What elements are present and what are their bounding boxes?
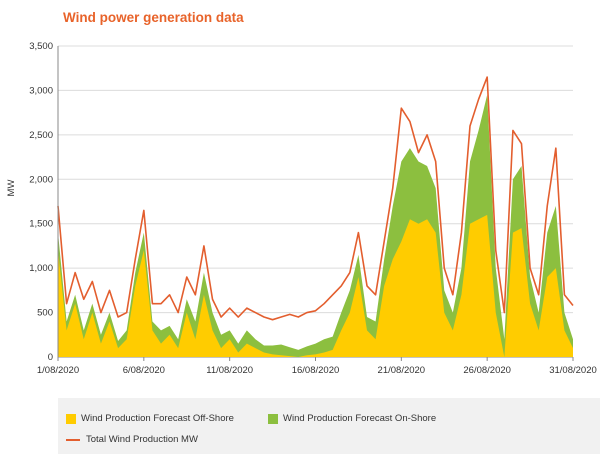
x-tick-label: 21/08/2020 (378, 365, 426, 376)
legend-label-onshore: Wind Production Forecast On-Shore (283, 413, 437, 424)
legend-item-total: Total Wind Production MW (66, 434, 198, 445)
y-tick-label: 2,000 (29, 174, 53, 185)
y-axis-title: MW (6, 180, 17, 197)
y-tick-label: 2,500 (29, 130, 53, 141)
x-tick-label: 16/08/2020 (292, 365, 340, 376)
x-tick-label: 26/08/2020 (463, 365, 511, 376)
legend-item-offshore: Wind Production Forecast Off-Shore (66, 413, 234, 424)
y-tick-label: 500 (37, 308, 53, 319)
series-areas (58, 94, 573, 357)
axes: 0 500 1,000 1,500 2,000 2,500 3,000 3,500 1/08/2… (29, 41, 597, 376)
line-total (57, 76, 574, 321)
area-onshore (58, 94, 573, 357)
x-tick-label: 31/08/2020 (549, 365, 597, 376)
y-tick-label: 3,500 (29, 41, 53, 52)
legend-label-total: Total Wind Production MW (86, 434, 198, 445)
y-tick-label: 1,000 (29, 263, 53, 274)
legend: Wind Production Forecast Off-Shore Wind … (58, 398, 600, 454)
area-offshore (58, 214, 573, 357)
y-tick-label: 3,000 (29, 85, 53, 96)
y-tick-label: 1,500 (29, 219, 53, 230)
legend-swatch-total (66, 438, 80, 441)
chart-plot: 0 500 1,000 1,500 2,000 2,500 3,000 3,500 1/08/2… (6, 41, 597, 376)
legend-item-onshore: Wind Production Forecast On-Shore (268, 413, 436, 424)
chart-title: Wind power generation data (63, 10, 244, 25)
series-lines (57, 76, 574, 321)
y-tick-label: 0 (48, 352, 53, 363)
legend-swatch-onshore (268, 413, 278, 424)
legend-label-offshore: Wind Production Forecast Off-Shore (81, 413, 234, 424)
legend-swatch-offshore (66, 413, 76, 424)
x-tick-label: 6/08/2020 (123, 365, 165, 376)
x-tick-label: 11/08/2020 (206, 365, 253, 376)
x-tick-label: 1/08/2020 (37, 365, 79, 376)
